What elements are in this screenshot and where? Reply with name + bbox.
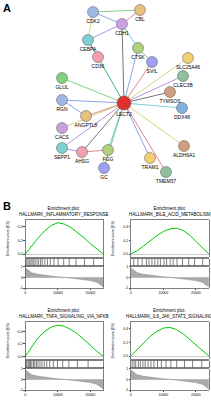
svg-text:10000: 10000 bbox=[53, 393, 63, 397]
svg-text:0: 0 bbox=[24, 291, 26, 295]
svg-text:0.4: 0.4 bbox=[123, 225, 128, 229]
svg-text:Enrichment score (ES): Enrichment score (ES) bbox=[111, 221, 115, 256]
svg-text:0: 0 bbox=[126, 276, 128, 280]
svg-text:CTSK: CTSK bbox=[131, 54, 145, 60]
svg-text:Enrichment score (ES): Enrichment score (ES) bbox=[6, 221, 10, 256]
svg-text:SEPP1: SEPP1 bbox=[54, 154, 70, 160]
svg-text:0: 0 bbox=[21, 378, 23, 382]
svg-text:0: 0 bbox=[21, 276, 23, 280]
svg-text:0.2: 0.2 bbox=[18, 342, 23, 346]
svg-text:ANGPTL8: ANGPTL8 bbox=[75, 122, 98, 128]
svg-text:0.2: 0.2 bbox=[123, 239, 128, 243]
svg-text:1: 1 bbox=[126, 265, 128, 269]
svg-text:FGG: FGG bbox=[103, 156, 114, 162]
svg-text:Enrichment plot:HALLMARK_IL6_J: Enrichment plot:HALLMARK_IL6_JAK_STAT3_S… bbox=[126, 308, 211, 319]
svg-text:20000: 20000 bbox=[86, 393, 96, 397]
svg-text:TYMSOS: TYMSOS bbox=[159, 98, 181, 104]
svg-text:CDK2: CDK2 bbox=[86, 18, 100, 24]
svg-text:0.0: 0.0 bbox=[18, 252, 23, 256]
svg-text:1: 1 bbox=[21, 265, 23, 269]
svg-text:20000: 20000 bbox=[191, 291, 201, 295]
svg-text:0.4: 0.4 bbox=[18, 225, 23, 229]
svg-text:SLC25A46: SLC25A46 bbox=[176, 64, 200, 70]
svg-text:ALDH6A1: ALDH6A1 bbox=[173, 152, 195, 158]
svg-text:20000: 20000 bbox=[191, 393, 201, 397]
svg-text:CLEC3B: CLEC3B bbox=[173, 82, 193, 88]
svg-text:Enrichment score (ES): Enrichment score (ES) bbox=[6, 323, 10, 358]
svg-text:20000: 20000 bbox=[86, 291, 96, 295]
svg-text:0.2: 0.2 bbox=[18, 239, 23, 243]
svg-text:Enrichment plot:HALLMARK_BILE_: Enrichment plot:HALLMARK_BILE_ACID_METAB… bbox=[129, 206, 211, 217]
svg-text:DDX48: DDX48 bbox=[174, 114, 190, 120]
html-text:A: A bbox=[3, 2, 11, 14]
svg-text:GLUL: GLUL bbox=[55, 84, 68, 90]
svg-text:10000: 10000 bbox=[53, 291, 63, 295]
svg-text:AHSG: AHSG bbox=[75, 158, 89, 164]
svg-text:GC: GC bbox=[100, 174, 108, 180]
svg-text:CEBPA: CEBPA bbox=[80, 46, 97, 52]
svg-text:SVIL: SVIL bbox=[147, 68, 158, 74]
svg-text:LECT2: LECT2 bbox=[116, 111, 132, 117]
svg-text:-1: -1 bbox=[19, 388, 22, 392]
svg-text:1: 1 bbox=[126, 367, 128, 371]
svg-text:Enrichment score (ES): Enrichment score (ES) bbox=[111, 323, 115, 358]
svg-text:Enrichment plot:HALLMARK_TNFA_: Enrichment plot:HALLMARK_TNFA_SIGNALING_… bbox=[19, 308, 109, 319]
svg-text:CBL: CBL bbox=[135, 16, 145, 22]
svg-text:0: 0 bbox=[130, 393, 132, 397]
svg-text:CDH1: CDH1 bbox=[115, 30, 129, 36]
svg-text:10000: 10000 bbox=[158, 393, 168, 397]
svg-text:10000: 10000 bbox=[158, 291, 168, 295]
svg-text:0: 0 bbox=[126, 378, 128, 382]
svg-text:0.0: 0.0 bbox=[123, 252, 128, 256]
svg-text:TRAM1: TRAM1 bbox=[142, 164, 159, 170]
svg-text:0.4: 0.4 bbox=[123, 327, 128, 331]
svg-text:TMEM37: TMEM37 bbox=[156, 178, 177, 184]
svg-text:CD36: CD36 bbox=[92, 63, 105, 69]
svg-text:-1: -1 bbox=[19, 286, 22, 290]
svg-text:0.0: 0.0 bbox=[18, 355, 23, 359]
svg-text:0.4: 0.4 bbox=[18, 330, 23, 334]
svg-text:Enrichment plot:HALLMARK_INFLA: Enrichment plot:HALLMARK_INFLAMMATORY_RE… bbox=[19, 206, 109, 217]
svg-text:0.2: 0.2 bbox=[123, 341, 128, 345]
svg-text:0: 0 bbox=[130, 291, 132, 295]
svg-text:-1: -1 bbox=[125, 286, 128, 290]
svg-text:0.0: 0.0 bbox=[123, 354, 128, 358]
svg-text:1: 1 bbox=[21, 367, 23, 371]
html-text:B: B bbox=[3, 200, 11, 212]
svg-text:0: 0 bbox=[24, 393, 26, 397]
svg-text:CACS: CACS bbox=[55, 134, 70, 140]
svg-text:RGN: RGN bbox=[56, 106, 68, 112]
svg-text:-1: -1 bbox=[125, 388, 128, 392]
